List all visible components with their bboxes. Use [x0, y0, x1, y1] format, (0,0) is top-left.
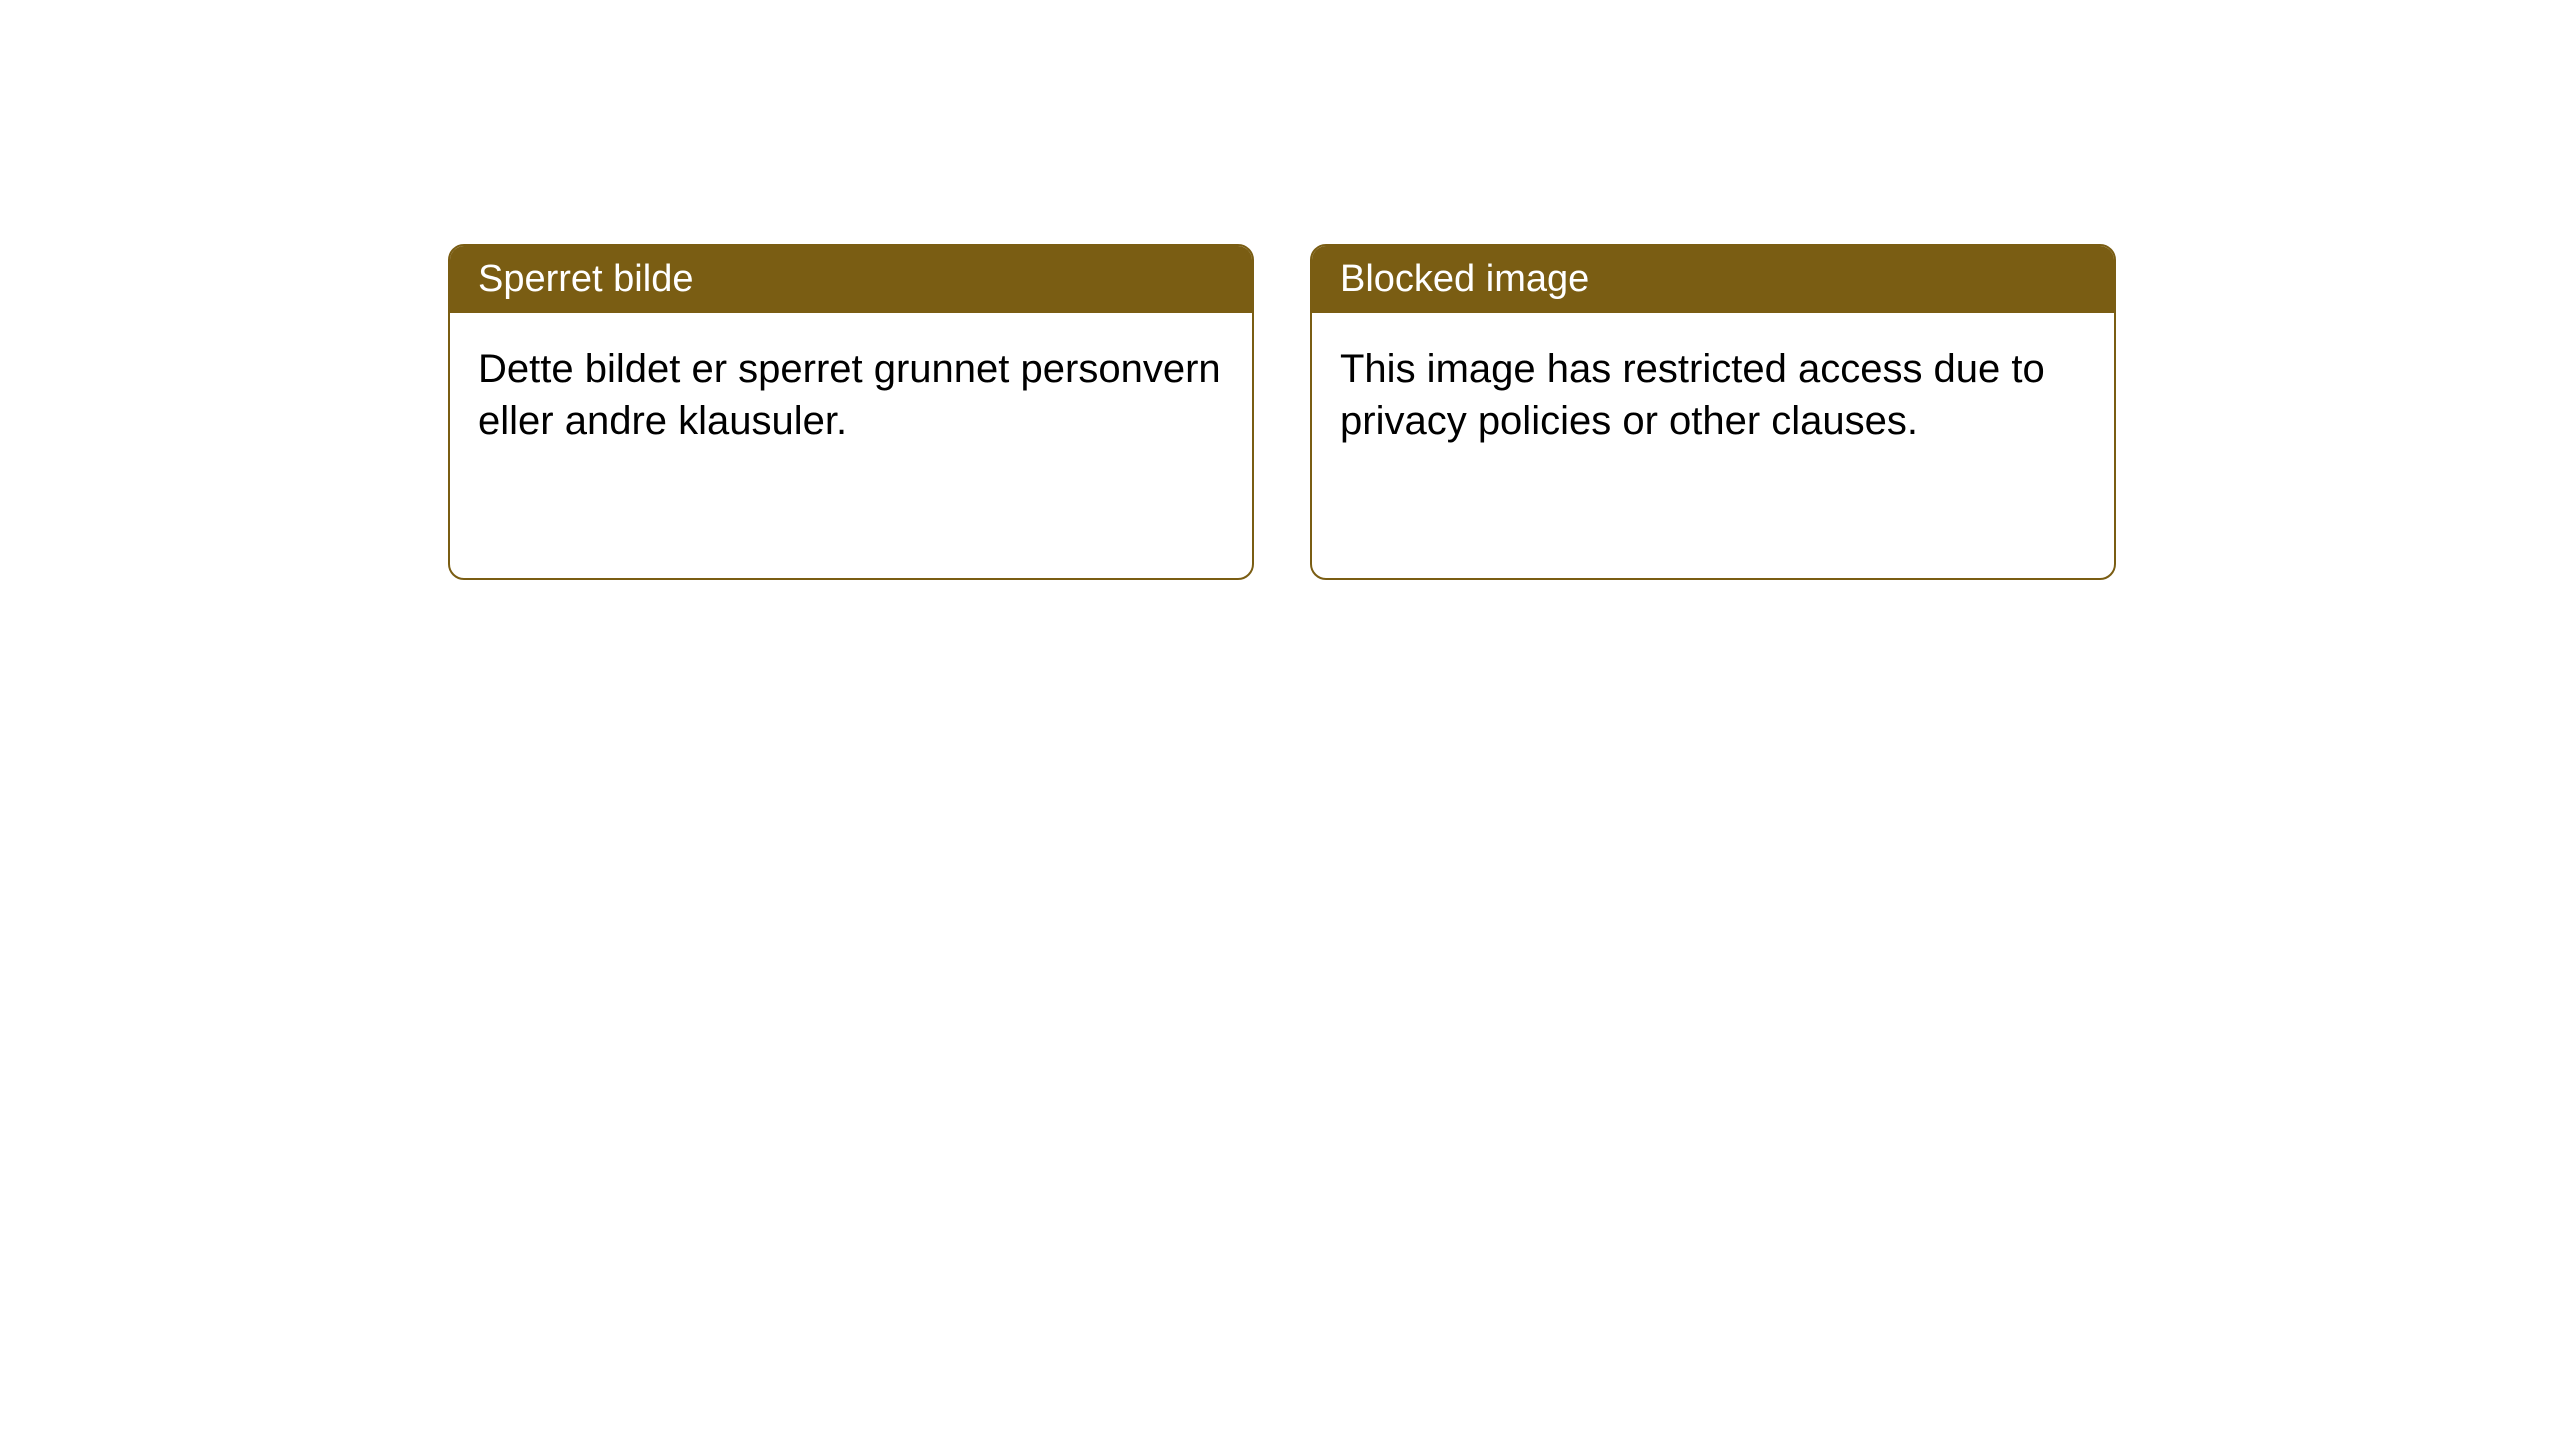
- blocked-image-card-en: Blocked image This image has restricted …: [1310, 244, 2116, 580]
- notice-cards-container: Sperret bilde Dette bildet er sperret gr…: [0, 0, 2560, 580]
- card-title-no: Sperret bilde: [478, 258, 693, 300]
- blocked-image-card-no: Sperret bilde Dette bildet er sperret gr…: [448, 244, 1254, 580]
- card-message-no: Dette bildet er sperret grunnet personve…: [478, 347, 1221, 443]
- card-message-en: This image has restricted access due to …: [1340, 347, 2045, 443]
- card-header-no: Sperret bilde: [450, 246, 1252, 313]
- card-body-en: This image has restricted access due to …: [1312, 313, 2114, 477]
- card-body-no: Dette bildet er sperret grunnet personve…: [450, 313, 1252, 477]
- card-title-en: Blocked image: [1340, 258, 1589, 300]
- card-header-en: Blocked image: [1312, 246, 2114, 313]
